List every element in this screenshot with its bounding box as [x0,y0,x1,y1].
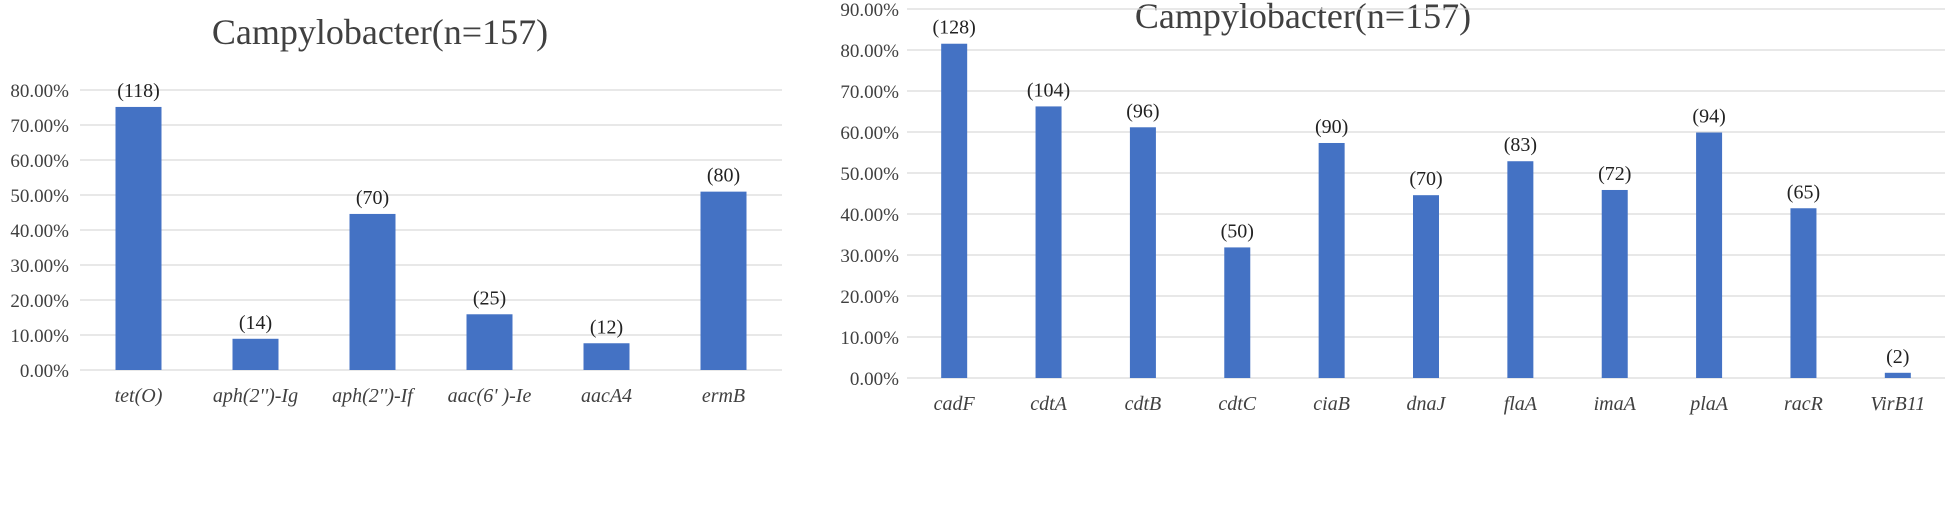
chart-left-data-label: (70) [356,187,389,209]
chart-left-bar [700,191,747,370]
chart-left-gridlines [80,89,782,371]
chart-right-y-tick-label: 90.00% [840,0,899,21]
chart-left-data-label: (14) [239,312,272,334]
chart-right-category-label: dnaJ [1407,393,1447,415]
chart-right-category-label: cdtC [1218,393,1256,415]
chart-right-bar [1129,127,1156,378]
chart-right-data-label: (90) [1315,116,1348,138]
chart-left-y-tick-label: 70.00% [10,116,69,137]
chart-left-y-tick-label: 80.00% [10,81,69,102]
chart-right-y-tick-label: 0.00% [850,369,899,390]
chart-right-category-label: ciaB [1313,393,1350,415]
chart-right-bar [941,43,968,379]
chart-right-category-label: VirB11 [1870,393,1925,415]
chart-right-category-label: cadF [934,393,976,415]
chart-left-y-tick-label: 50.00% [10,186,69,207]
chart-right-data-label: (128) [933,17,976,39]
chart-left: Campylobacter(n=157) 0.00% 10.00% 20.00% 30… [0,0,790,521]
chart-left-data-label: (80) [707,165,740,187]
chart-left-category-label: aph(2'')-If [332,385,415,407]
chart-left-bar [349,213,396,370]
chart-left-svg: Campylobacter(n=157) 0.00% 10.00% 20.00% 30… [10,12,782,407]
chart-right-bar [1413,195,1439,378]
chart-right-y-tick-label: 40.00% [840,205,899,226]
chart-right-category-label: flaA [1504,393,1538,415]
chart-left-y-tick-label: 10.00% [10,326,69,347]
chart-right-bar [1696,132,1723,378]
chart-right-category-label: racR [1784,393,1823,415]
chart-left-bar [232,338,279,370]
chart-right-data-label: (94) [1692,106,1725,128]
chart-right-y-tick-label: 10.00% [840,328,899,349]
chart-right-category-label: plaA [1688,393,1729,415]
chart-right: Campylobacter(n=157) 0.00% 10.00% 20.00% 30… [815,0,1951,521]
chart-right-data-label: (104) [1027,79,1070,101]
chart-right-bar [1224,247,1251,378]
chart-right-bar [1790,208,1817,378]
chart-right-data-label: (50) [1221,220,1254,242]
chart-right-bar [1884,372,1911,378]
chart-right-y-tick-label: 70.00% [840,82,899,103]
chart-right-category-label: cdtB [1125,393,1162,415]
chart-right-data-label: (96) [1126,100,1159,122]
chart-right-title: Campylobacter(n=157) [1135,0,1471,36]
chart-right-data-label: (83) [1504,134,1537,156]
chart-right-category-label: imaA [1594,393,1637,415]
chart-right-y-tick-label: 60.00% [840,123,899,144]
chart-right-y-tick-label: 20.00% [840,287,899,308]
chart-right-y-tick-label: 30.00% [840,246,899,267]
chart-left-data-label: (12) [590,316,623,338]
chart-left-data-label: (25) [473,287,506,309]
chart-left-y-tick-label: 60.00% [10,151,69,172]
chart-left-y-tick-label: 30.00% [10,256,69,277]
chart-left-category-label: aacA4 [581,385,632,407]
chart-right-bar [1318,142,1345,378]
chart-left-category-label: tet(O) [115,385,163,407]
chart-right-bar [1035,106,1062,378]
chart-left-y-tick-label: 0.00% [20,361,69,382]
chart-right-y-tick-label: 50.00% [840,164,899,185]
chart-right-data-label: (65) [1787,181,1820,203]
chart-left-bar [583,343,630,370]
chart-left-category-label: aac(6' )-Ie [448,385,532,407]
chart-left-bar [466,314,513,370]
chart-right-category-label: cdtA [1030,393,1067,415]
chart-left-y-tick-label: 20.00% [10,291,69,312]
chart-left-title: Campylobacter(n=157) [212,12,548,52]
chart-left-bar [115,106,162,370]
chart-right-y-tick-label: 80.00% [840,41,899,62]
chart-right-bar [1601,189,1628,378]
chart-right-data-label: (70) [1409,168,1442,190]
chart-right-data-label: (2) [1886,346,1909,368]
chart-right-data-label: (72) [1598,163,1631,185]
chart-right-svg: Campylobacter(n=157) 0.00% 10.00% 20.00% 30… [840,0,1945,415]
chart-left-category-label: ermB [702,385,745,407]
chart-left-data-label: (118) [117,80,160,102]
chart-left-category-label: aph(2'')-Ig [213,385,298,407]
chart-left-y-tick-label: 40.00% [10,221,69,242]
chart-right-bar [1507,161,1534,378]
